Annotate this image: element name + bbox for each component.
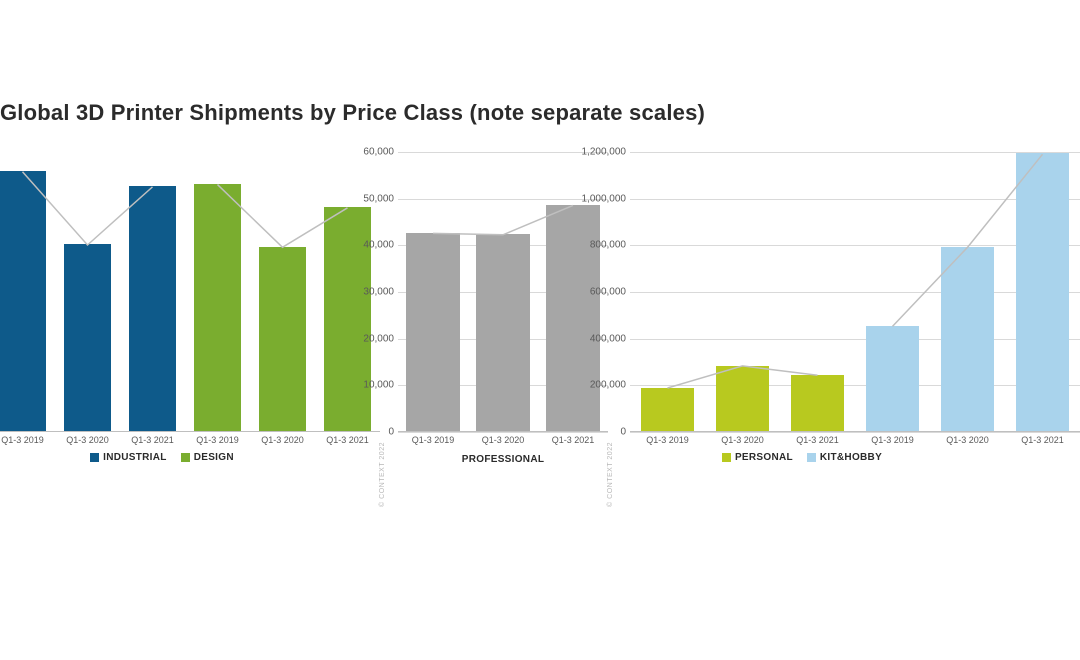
x-tick-label: Q1-3 2021 [326,435,369,445]
gridline [630,245,1080,246]
gridline [630,152,1080,153]
bar [64,244,111,431]
legend-swatch [181,453,190,462]
y-tick-label: 200,000 [590,380,626,391]
bar [791,375,844,431]
legend-swatch [90,453,99,462]
watermark: © CONTEXT 2022 [379,442,386,507]
gridline [630,199,1080,200]
x-tick-label: Q1-3 2021 [552,435,595,445]
bar [866,326,919,431]
bar [546,205,601,431]
legend-swatch [722,453,731,462]
y-tick-label: 50,000 [363,193,394,204]
legend: INDUSTRIAL DESIGN [0,452,350,463]
legend-label: KIT&HOBBY [820,452,882,463]
x-tick-label: Q1-3 2020 [66,435,109,445]
y-tick-label: 1,200,000 [582,147,627,158]
x-axis-labels: Q1-3 2019 Q1-3 2020 Q1-3 2021 Q1-3 2019 Q1-3… [630,432,1080,450]
x-axis-labels: Q1-3 2019Q1-3 2020Q1-3 2021PROFESSIONAL [398,432,608,450]
y-tick-label: 20,000 [363,333,394,344]
y-tick-label: 0 [620,427,626,438]
x-tick-label: Q1-3 2021 [131,435,174,445]
gridline [630,292,1080,293]
gridline [398,199,608,200]
x-tick-label: Q1-3 2020 [482,435,525,445]
x-tick-label: Q1-3 2021 [1021,435,1064,445]
x-tick-label: Q1-3 2021 [796,435,839,445]
gridline [630,385,1080,386]
x-tick-label: Q1-3 2020 [946,435,989,445]
y-tick-label: 30,000 [363,287,394,298]
y-tick-label: 800,000 [590,240,626,251]
gridline [398,152,608,153]
legend-label: INDUSTRIAL [103,452,167,463]
bar [476,234,531,431]
y-tick-label: 40,000 [363,240,394,251]
legend-swatch [807,453,816,462]
bar [1016,153,1069,431]
bar [194,184,241,431]
x-tick-label: Q1-3 2019 [646,435,689,445]
gridline [630,339,1080,340]
bar [129,186,176,431]
x-tick-label: Q1-3 2020 [721,435,764,445]
chart-professional: 010,00020,00030,00040,00050,00060,000 Q1-… [398,152,608,482]
x-tick-label: Q1-3 2019 [196,435,239,445]
x-tick-label: Q1-3 2019 [412,435,455,445]
legend-label: DESIGN [194,452,234,463]
page-title: Global 3D Printer Shipments by Price Cla… [0,100,705,126]
x-tick-label: Q1-3 2020 [261,435,304,445]
y-tick-label: 0 [388,427,394,438]
x-axis-labels: Q1-3 2019 Q1-3 2020 Q1-3 2021 Q1-3 2019 Q1-3… [0,432,380,450]
x-tick-label: Q1-3 2019 [1,435,44,445]
plot-area: 010,00020,00030,00040,00050,00060,000 [398,152,608,432]
y-tick-label: 600,000 [590,287,626,298]
x-tick-label: Q1-3 2019 [871,435,914,445]
legend: PERSONAL KIT&HOBBY [570,452,1020,463]
plot-area [0,152,380,432]
trend-line [0,152,380,431]
bar [259,247,306,431]
category-label: PROFESSIONAL [462,454,545,465]
bar [941,247,994,431]
trend-line [0,152,380,431]
bar [641,388,694,431]
bar [406,233,461,431]
chart-personal-kithobby: 0200,000400,000600,000800,0001,000,0001,… [630,152,1080,482]
plot-area: 0200,000400,000600,000800,0001,000,0001,… [630,152,1080,432]
chart-industrial-design: Q1-3 2019 Q1-3 2020 Q1-3 2021 Q1-3 2019 Q1-3… [0,152,380,482]
bar [716,366,769,431]
bar [0,171,46,431]
y-tick-label: 10,000 [363,380,394,391]
y-tick-label: 60,000 [363,147,394,158]
y-tick-label: 400,000 [590,333,626,344]
legend-label: PERSONAL [735,452,793,463]
y-tick-label: 1,000,000 [582,193,627,204]
